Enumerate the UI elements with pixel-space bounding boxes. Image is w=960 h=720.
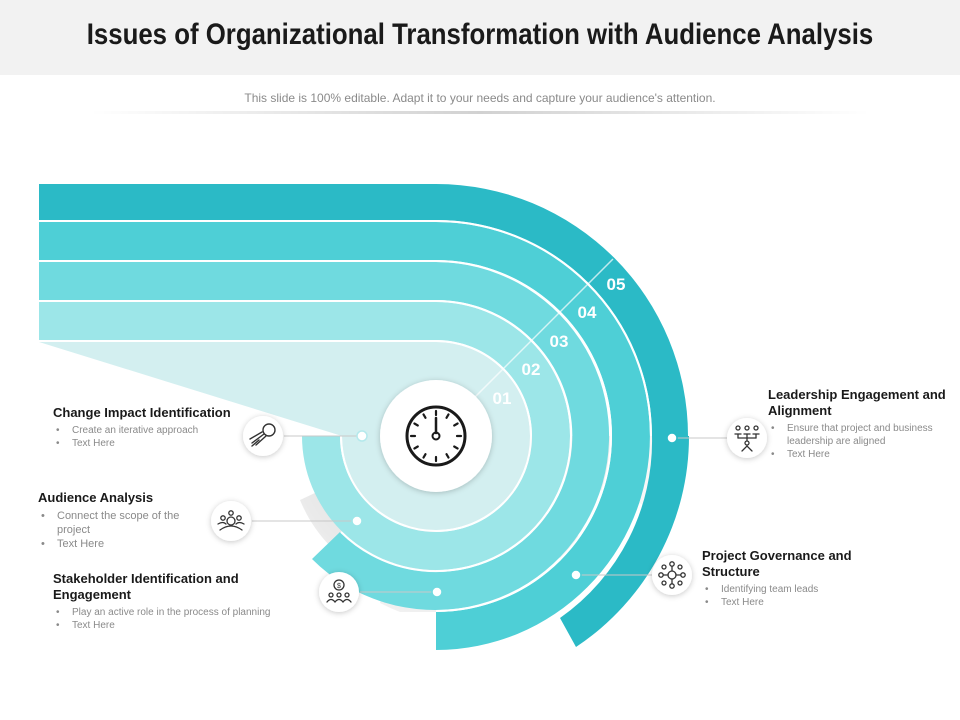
network-icon <box>652 555 692 595</box>
item-bullets: Connect the scope of the project Text He… <box>38 509 208 551</box>
connector-dots <box>351 430 678 598</box>
item-bullet: Text Here <box>768 448 950 461</box>
item-bullet: Ensure that project and business leaders… <box>768 422 950 448</box>
item-stakeholder: Stakeholder Identification and Engagemen… <box>53 571 303 632</box>
item-bullet: Play an active role in the process of pl… <box>53 606 303 619</box>
item-bullet: Text Here <box>53 437 243 450</box>
slide-subtitle: This slide is 100% editable. Adapt it to… <box>244 91 716 105</box>
item-bullet: Text Here <box>702 596 892 609</box>
item-title: Leadership Engagement and Alignment <box>768 387 946 418</box>
item-title: Project Governance and Structure <box>702 548 852 579</box>
svg-text:$: $ <box>337 583 341 590</box>
title-bar <box>0 0 960 75</box>
item-bullet: Identifying team leads <box>702 583 892 596</box>
item-bullet: Connect the scope of the project <box>38 509 208 537</box>
step-number: 04 <box>578 303 597 322</box>
band-separators <box>39 220 652 612</box>
audience-icon <box>211 501 251 541</box>
divider <box>90 111 870 114</box>
connector-lines <box>252 435 728 593</box>
item-bullet: Create an iterative approach <box>53 424 243 437</box>
band-05 <box>39 184 688 436</box>
item-leadership: Leadership Engagement and Alignment Ensu… <box>768 387 950 461</box>
step-number: 03 <box>550 332 569 351</box>
step-number: 02 <box>522 360 541 379</box>
item-bullets: Identifying team leads Text Here <box>702 583 892 609</box>
item-title: Change Impact Identification <box>53 405 231 420</box>
item-audience-analysis: Audience Analysis Connect the scope of t… <box>38 490 208 551</box>
item-title: Stakeholder Identification and Engagemen… <box>53 571 239 602</box>
item-project-governance: Project Governance and Structure Identif… <box>702 548 892 609</box>
clock-icon <box>380 380 492 492</box>
item-bullets: Play an active role in the process of pl… <box>53 606 303 632</box>
step-numbers: 01 02 03 04 05 <box>493 275 626 408</box>
band-03 <box>39 262 610 610</box>
hierarchy-icon <box>727 418 767 458</box>
item-change-impact: Change Impact Identification Create an i… <box>53 405 243 450</box>
item-title: Audience Analysis <box>38 490 154 505</box>
item-bullets: Create an iterative approach Text Here <box>53 424 243 450</box>
meteor-icon <box>243 416 283 456</box>
slide-title: Issues of Organizational Transformation … <box>86 18 874 51</box>
step-number: 01 <box>493 389 512 408</box>
stakeholder-icon: $ <box>319 572 359 612</box>
band-05-end <box>560 436 690 647</box>
item-bullet: Text Here <box>53 619 303 632</box>
step-number: 05 <box>607 275 626 294</box>
item-bullet: Text Here <box>38 537 208 551</box>
item-bullets: Ensure that project and business leaders… <box>768 422 950 461</box>
step-divider <box>469 258 614 403</box>
